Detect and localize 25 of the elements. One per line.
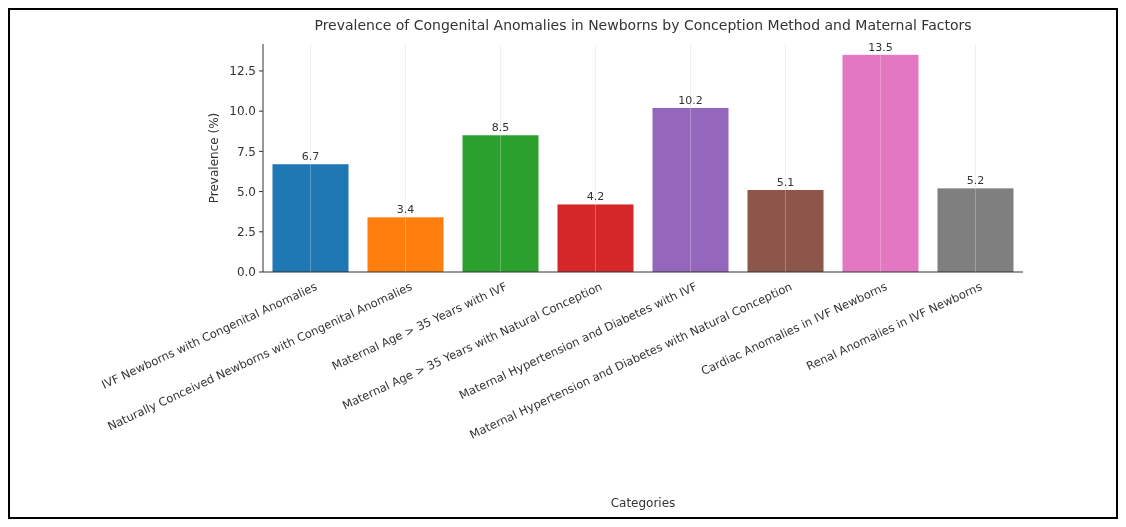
bar xyxy=(842,54,919,272)
bar xyxy=(462,135,539,272)
y-axis-title: Prevalence (%) xyxy=(207,112,221,204)
data-label: 4.2 xyxy=(586,190,605,204)
data-label: 5.1 xyxy=(776,175,795,189)
data-label: 8.5 xyxy=(491,121,510,135)
x-axis-title: Categories xyxy=(610,496,676,510)
y-tick-label: 5.0 xyxy=(236,184,256,199)
chart-title: Prevalence of Congenital Anomalies in Newborns by Conception Method and Maternal Factors xyxy=(314,17,972,33)
y-tick-label: 7.5 xyxy=(236,144,256,159)
y-tick-label: 12.5 xyxy=(229,64,256,79)
bar xyxy=(367,217,444,272)
data-label: 10.2 xyxy=(678,93,703,107)
bar xyxy=(557,204,634,272)
data-label: 5.2 xyxy=(966,174,985,188)
y-tick-label: 2.5 xyxy=(236,224,256,239)
bar xyxy=(272,164,349,272)
y-tick-label: 10.0 xyxy=(229,104,256,119)
y-tick-label: 0.0 xyxy=(236,265,256,280)
bar xyxy=(747,189,824,272)
data-label: 6.7 xyxy=(301,150,320,164)
bar xyxy=(652,107,729,272)
data-label: 13.5 xyxy=(868,40,893,54)
bar xyxy=(937,188,1014,272)
data-label: 3.4 xyxy=(396,203,415,217)
